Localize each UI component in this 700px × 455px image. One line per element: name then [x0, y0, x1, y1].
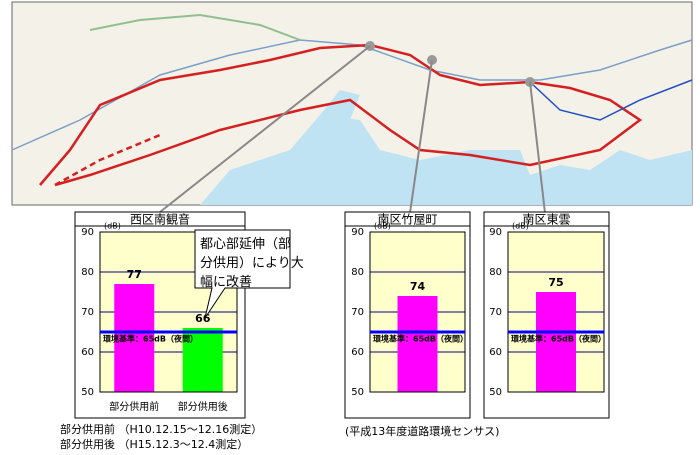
- chart-title: 南区竹屋町: [377, 212, 437, 227]
- chart-title: 南区東雲: [522, 212, 570, 227]
- value-label: 77: [127, 268, 142, 281]
- route-planned: [54, 133, 161, 187]
- y-tick-label: 50: [489, 387, 502, 398]
- y-tick-label: 50: [351, 387, 364, 398]
- y-axis-label: (dB): [374, 222, 391, 231]
- bar: [536, 292, 576, 392]
- y-axis-label: (dB): [104, 222, 121, 231]
- leader: [159, 45, 371, 213]
- road: [529, 79, 693, 121]
- road: [89, 13, 301, 41]
- chart-title: 西区南観音: [130, 212, 190, 227]
- y-axis-label: (dB): [512, 222, 529, 231]
- reference-label: 環境基準：65dB（夜間）: [511, 334, 606, 344]
- value-label: 75: [548, 276, 563, 289]
- y-tick-label: 80: [351, 267, 364, 278]
- map: [11, 1, 693, 214]
- bar: [114, 284, 155, 392]
- y-tick-label: 80: [81, 267, 94, 278]
- callout-text: 都心部延伸（部分供用）により大幅に改善: [200, 237, 304, 290]
- y-tick-label: 50: [81, 387, 94, 398]
- reference-label: 環境基準：65dB（夜間）: [103, 334, 198, 344]
- reference-label: 環境基準：65dB（夜間）: [373, 334, 468, 344]
- value-label: 66: [195, 312, 211, 325]
- note: 部分供用後 （H15.12.3～12.4測定）: [60, 437, 248, 451]
- value-label: 74: [410, 280, 426, 293]
- y-tick-label: 60: [81, 347, 94, 358]
- plot-border: [99, 231, 238, 393]
- y-tick-label: 60: [351, 347, 364, 358]
- route: [39, 43, 643, 187]
- y-tick-label: 80: [489, 267, 502, 278]
- y-tick-label: 90: [489, 227, 502, 238]
- note: (平成13年度道路環境センサス): [345, 424, 499, 438]
- plot-border: [369, 231, 466, 393]
- note: 部分供用前 （H10.12.15～12.16測定）: [60, 422, 262, 436]
- y-tick-label: 90: [81, 227, 94, 238]
- road: [11, 39, 693, 151]
- x-tick-label: 部分供用後: [178, 400, 228, 413]
- plot-border: [507, 231, 605, 393]
- callout: [194, 229, 291, 319]
- y-tick-label: 70: [351, 307, 364, 318]
- y-tick-label: 70: [489, 307, 502, 318]
- leader: [409, 59, 433, 214]
- sea: [200, 115, 692, 205]
- river: [320, 90, 360, 120]
- bar: [397, 296, 438, 392]
- y-tick-label: 70: [81, 307, 94, 318]
- leader: [529, 81, 546, 214]
- y-tick-label: 60: [489, 347, 502, 358]
- bar: [182, 328, 223, 392]
- y-tick-label: 90: [351, 227, 364, 238]
- x-tick-label: 部分供用前: [109, 400, 159, 413]
